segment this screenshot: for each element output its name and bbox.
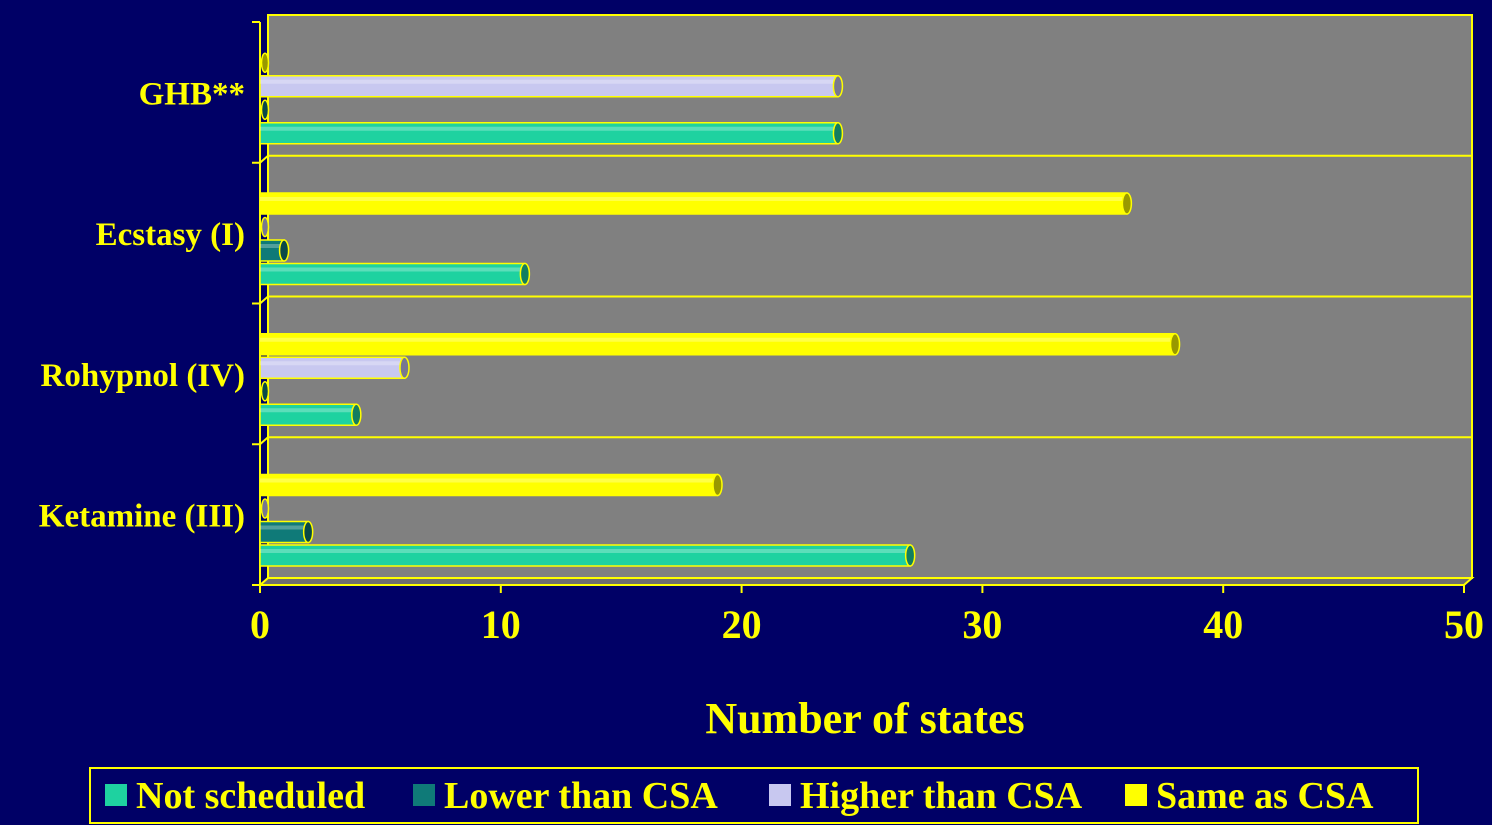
bar-end-cap	[278, 239, 290, 262]
gridline-depth	[259, 436, 269, 446]
bar-highlight	[260, 79, 838, 84]
bar-highlight	[260, 126, 838, 131]
bar-body	[259, 262, 526, 286]
category-label: Ketamine (III)	[39, 499, 245, 535]
legend-item: Same as CSA	[1123, 775, 1374, 817]
bar-end-cap	[351, 403, 362, 426]
bar-highlight	[260, 525, 309, 530]
bar	[259, 356, 410, 379]
bar-highlight	[260, 267, 525, 272]
bar-body	[259, 333, 1176, 356]
bar-end-cap	[1169, 333, 1181, 356]
legend-label: Same as CSA	[1156, 775, 1374, 817]
category-labels: Ketamine (III) Rohypnol (IV) Ecstasy (I) GH…	[39, 76, 245, 534]
bar-end-cap	[302, 520, 314, 544]
bar-highlight	[260, 408, 357, 413]
bar-body	[259, 192, 1128, 215]
legend-swatch	[103, 782, 129, 808]
bar-zero-cap	[260, 99, 270, 120]
gridlines	[252, 21, 1472, 586]
plot-area: 0 10 20 30 40 50 Ketamine (III) Rohypnol (IV) E…	[39, 14, 1484, 647]
bar-zero-cap	[260, 216, 270, 238]
gridline-depth	[259, 295, 269, 305]
bar-body	[259, 403, 358, 426]
x-ticks: 0 10 20 30 40 50	[250, 585, 1484, 647]
legend-label: Lower than CSA	[444, 775, 718, 817]
bar	[260, 99, 270, 120]
legend-swatch	[1123, 782, 1149, 808]
bar-zero-cap	[260, 381, 270, 402]
legend-swatch	[411, 782, 437, 808]
bar	[259, 192, 1133, 215]
bar-end-cap	[1121, 192, 1133, 215]
bar-zero-cap	[260, 52, 270, 73]
plot-floor	[257, 577, 1475, 586]
bar-highlight	[260, 361, 405, 366]
x-tick-label: 20	[722, 602, 762, 647]
bar	[260, 52, 270, 73]
legend-item: Not scheduled	[103, 775, 365, 817]
bar-body	[259, 473, 719, 497]
bar	[259, 239, 290, 262]
bar	[260, 216, 270, 238]
legend: Not scheduled Lower than CSA Higher than C…	[89, 767, 1419, 824]
bar	[259, 544, 916, 567]
x-tick-label: 30	[962, 602, 1002, 647]
x-tick-label: 0	[250, 602, 270, 647]
bar	[259, 122, 844, 145]
bar-end-cap	[832, 75, 844, 98]
bars	[259, 52, 1181, 567]
bar	[259, 75, 844, 98]
bar-highlight	[260, 197, 1127, 201]
category-label: Rohypnol (IV)	[41, 358, 245, 394]
bar-body	[259, 75, 839, 98]
category-label: GHB**	[139, 76, 245, 112]
bar-highlight	[260, 549, 911, 553]
x-tick-label: 10	[481, 602, 521, 647]
bar	[259, 333, 1181, 356]
bar	[260, 498, 270, 519]
legend-label: Higher than CSA	[800, 775, 1083, 817]
bar-body	[259, 356, 406, 379]
bar	[259, 403, 362, 426]
bar-zero-cap	[260, 498, 270, 519]
bar-end-cap	[832, 122, 844, 145]
bar-highlight	[260, 478, 718, 483]
bar-end-cap	[399, 356, 410, 379]
bar	[259, 473, 723, 497]
legend-label: Not scheduled	[136, 775, 365, 817]
bar-end-cap	[519, 262, 531, 286]
bar	[260, 381, 270, 402]
bar-end-cap	[712, 473, 723, 497]
legend-swatch	[767, 782, 793, 808]
bar-body	[259, 544, 911, 567]
legend-item: Lower than CSA	[411, 775, 718, 817]
bar-body	[259, 122, 839, 145]
bar	[259, 520, 314, 544]
x-axis-title: Number of states	[705, 694, 1024, 743]
category-label: Ecstasy (I)	[96, 217, 245, 253]
bar-highlight	[260, 337, 1176, 342]
bar-end-cap	[904, 544, 916, 567]
bar	[259, 262, 531, 286]
legend-box	[89, 767, 1419, 824]
x-tick-label: 40	[1203, 602, 1243, 647]
gridline-depth	[259, 154, 269, 164]
bar-highlight	[260, 244, 285, 248]
bar-body	[259, 520, 309, 544]
x-tick-label: 50	[1444, 602, 1484, 647]
legend-item: Higher than CSA	[767, 775, 1083, 817]
